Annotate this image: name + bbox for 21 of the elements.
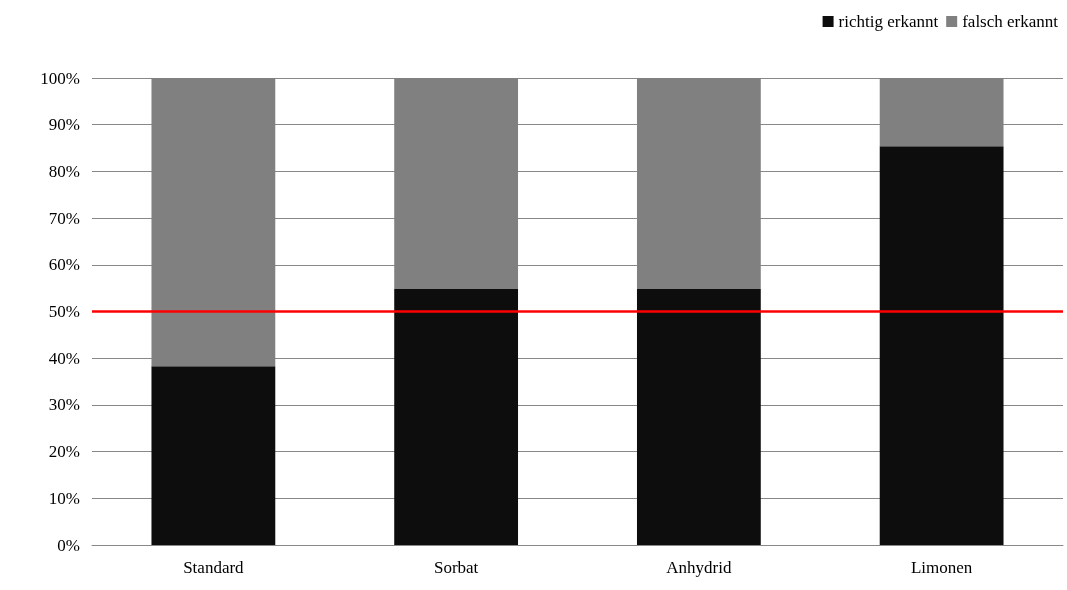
- y-tick-label: 30%: [48, 395, 80, 415]
- y-tick-label: 80%: [48, 161, 80, 181]
- x-tick-label: Anhydrid: [666, 558, 732, 577]
- y-tick-label: 100%: [40, 68, 80, 88]
- y-tick-label: 20%: [48, 442, 80, 462]
- y-tick-label: 70%: [48, 208, 80, 228]
- y-tick-label: 10%: [48, 488, 80, 508]
- y-tick-label: 0%: [57, 535, 80, 555]
- x-tick-label: Standard: [183, 558, 245, 577]
- bar: [151, 366, 276, 545]
- bar: [636, 289, 761, 545]
- legend-label: falsch erkannt: [962, 12, 1059, 31]
- y-tick-label: 60%: [48, 255, 80, 275]
- bar: [394, 289, 519, 545]
- x-tick-label: Sorbat: [433, 558, 479, 577]
- y-tick-label: 50%: [48, 302, 80, 321]
- y-tick-label: 90%: [48, 115, 80, 135]
- y-tick-label: 40%: [48, 348, 80, 368]
- legend-label: richtig erkannt: [838, 12, 939, 31]
- bar: [879, 146, 1004, 545]
- x-tick-label: Limonen: [910, 558, 973, 577]
